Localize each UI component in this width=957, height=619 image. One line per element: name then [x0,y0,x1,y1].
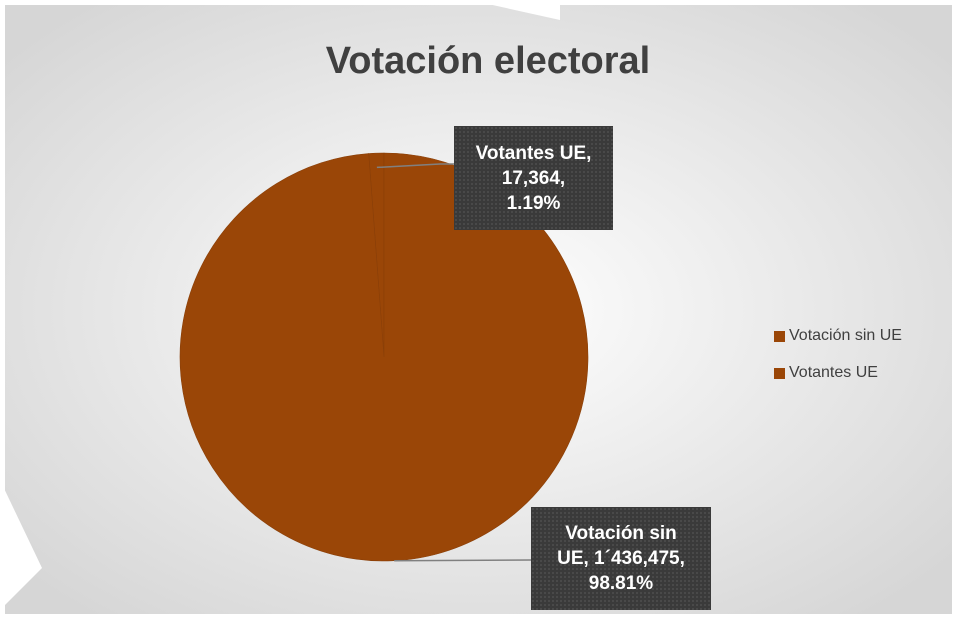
legend-swatch [774,367,785,379]
leader-line [394,559,532,562]
legend-item: Votación sin UE [774,326,902,346]
data-label-votacion-sin-ue: Votación sin UE, 1´436,475, 98.81% [531,507,711,610]
data-label-line: Votantes UE, [475,142,592,164]
chart-title: Votación electoral [326,40,651,82]
data-label-votantes-ue: Votantes UE, 17,364, 1.19% [454,126,613,230]
data-label-line: Votación sin [565,523,677,544]
page-edge-shape [0,480,42,610]
data-label-line: 17,364, [501,167,566,189]
legend-item: Votantes UE [774,363,902,383]
leader-line [376,163,454,169]
legend-label: Votación sin UE [789,327,902,344]
data-label-line: UE, 1´436,475, [557,548,685,569]
data-label-line: 1.19% [506,192,561,214]
legend-swatch [774,330,785,342]
pie-slice [179,152,589,562]
page-edge-shape [470,0,560,20]
pie-chart [179,152,589,562]
legend-label: Votantes UE [789,364,878,381]
chart-legend: Votación sin UE Votantes UE [774,326,902,400]
data-label-line: 98.81% [588,573,654,594]
leader-lines [376,163,532,562]
